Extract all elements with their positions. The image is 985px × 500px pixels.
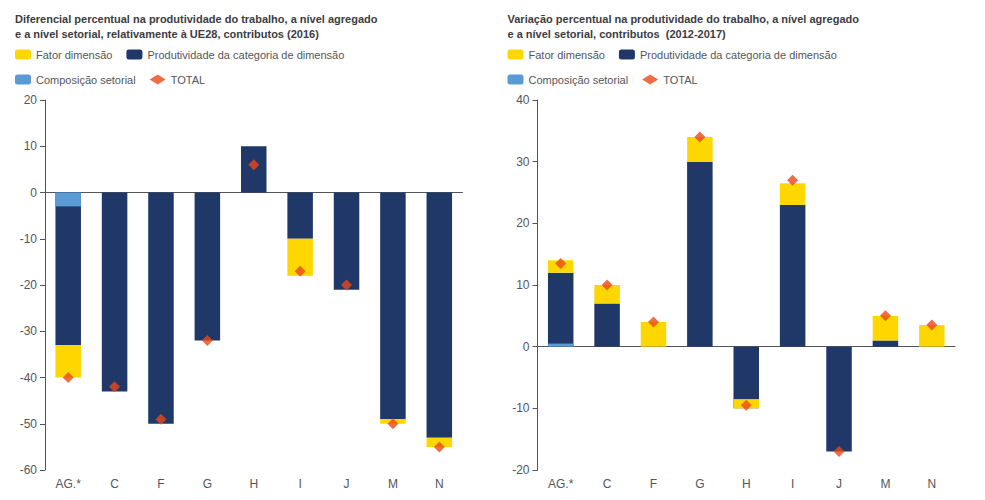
svg-text:20: 20 — [516, 216, 530, 230]
svg-text:C: C — [603, 477, 612, 491]
svg-text:G: G — [695, 477, 704, 491]
svg-text:Fator dimensão: Fator dimensão — [529, 49, 605, 61]
svg-text:-20: -20 — [20, 278, 38, 292]
svg-text:TOTAL: TOTAL — [171, 74, 205, 86]
svg-text:0: 0 — [523, 340, 530, 354]
svg-text:Variação percentual na produti: Variação percentual na produtividade do … — [508, 13, 860, 25]
svg-text:N: N — [927, 477, 936, 491]
svg-text:AG.*: AG.* — [548, 477, 574, 491]
svg-text:-10: -10 — [20, 232, 38, 246]
svg-text:-10: -10 — [512, 401, 530, 415]
svg-text:-40: -40 — [20, 371, 38, 385]
svg-text:Fator dimensão: Fator dimensão — [36, 49, 112, 61]
svg-text:G: G — [203, 477, 212, 491]
svg-text:M: M — [388, 477, 398, 491]
svg-text:H: H — [249, 477, 258, 491]
svg-text:Diferencial percentual na prod: Diferencial percentual na produtividade … — [15, 13, 378, 25]
svg-text:M: M — [880, 477, 890, 491]
svg-text:-30: -30 — [20, 324, 38, 338]
svg-text:I: I — [791, 477, 794, 491]
svg-text:F: F — [157, 477, 164, 491]
svg-text:20: 20 — [24, 93, 38, 107]
svg-text:N: N — [435, 477, 444, 491]
svg-text:e a nível setorial, relativame: e a nível setorial, relativamente à UE28… — [15, 28, 319, 40]
svg-text:C: C — [110, 477, 119, 491]
svg-text:I: I — [298, 477, 301, 491]
svg-text:-50: -50 — [20, 417, 38, 431]
svg-text:10: 10 — [516, 278, 530, 292]
svg-text:AG.*: AG.* — [56, 477, 82, 491]
svg-text:30: 30 — [516, 155, 530, 169]
svg-text:Produtividade da categoria de: Produtividade da categoria de dimensão — [147, 49, 344, 61]
svg-text:J: J — [836, 477, 842, 491]
svg-text:40: 40 — [516, 93, 530, 107]
svg-text:10: 10 — [24, 139, 38, 153]
svg-text:F: F — [650, 477, 657, 491]
svg-text:Produtividade da categoria de: Produtividade da categoria de dimensão — [640, 49, 837, 61]
svg-text:H: H — [742, 477, 751, 491]
svg-text:-20: -20 — [512, 463, 530, 477]
svg-text:TOTAL: TOTAL — [663, 74, 697, 86]
svg-text:0: 0 — [30, 186, 37, 200]
svg-text:-60: -60 — [20, 463, 38, 477]
svg-text:Composição setorial: Composição setorial — [529, 74, 629, 86]
svg-text:J: J — [344, 477, 350, 491]
svg-text:Composição setorial: Composição setorial — [36, 74, 136, 86]
svg-text:e a nível setorial, contributo: e a nível setorial, contributos (2012-20… — [508, 28, 727, 40]
